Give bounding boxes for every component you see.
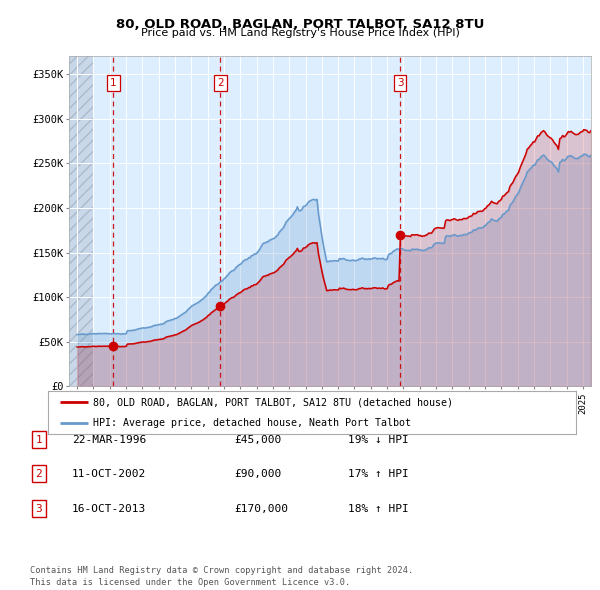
- Text: 3: 3: [397, 78, 403, 88]
- Text: 16-OCT-2013: 16-OCT-2013: [72, 504, 146, 513]
- Text: 19% ↓ HPI: 19% ↓ HPI: [348, 435, 409, 444]
- Text: 22-MAR-1996: 22-MAR-1996: [72, 435, 146, 444]
- Text: 2: 2: [35, 469, 43, 478]
- Text: 17% ↑ HPI: 17% ↑ HPI: [348, 469, 409, 478]
- Text: 80, OLD ROAD, BAGLAN, PORT TALBOT, SA12 8TU: 80, OLD ROAD, BAGLAN, PORT TALBOT, SA12 …: [116, 18, 484, 31]
- Text: HPI: Average price, detached house, Neath Port Talbot: HPI: Average price, detached house, Neat…: [93, 418, 411, 428]
- Text: 18% ↑ HPI: 18% ↑ HPI: [348, 504, 409, 513]
- Text: 3: 3: [35, 504, 43, 513]
- Text: 2: 2: [217, 78, 224, 88]
- Text: £45,000: £45,000: [234, 435, 281, 444]
- Text: £90,000: £90,000: [234, 469, 281, 478]
- Text: Price paid vs. HM Land Registry's House Price Index (HPI): Price paid vs. HM Land Registry's House …: [140, 28, 460, 38]
- Bar: [69, 56, 94, 386]
- Text: 1: 1: [110, 78, 116, 88]
- Text: 1: 1: [35, 435, 43, 444]
- Text: 80, OLD ROAD, BAGLAN, PORT TALBOT, SA12 8TU (detached house): 80, OLD ROAD, BAGLAN, PORT TALBOT, SA12 …: [93, 397, 453, 407]
- Text: £170,000: £170,000: [234, 504, 288, 513]
- Text: Contains HM Land Registry data © Crown copyright and database right 2024.
This d: Contains HM Land Registry data © Crown c…: [30, 566, 413, 587]
- Text: 11-OCT-2002: 11-OCT-2002: [72, 469, 146, 478]
